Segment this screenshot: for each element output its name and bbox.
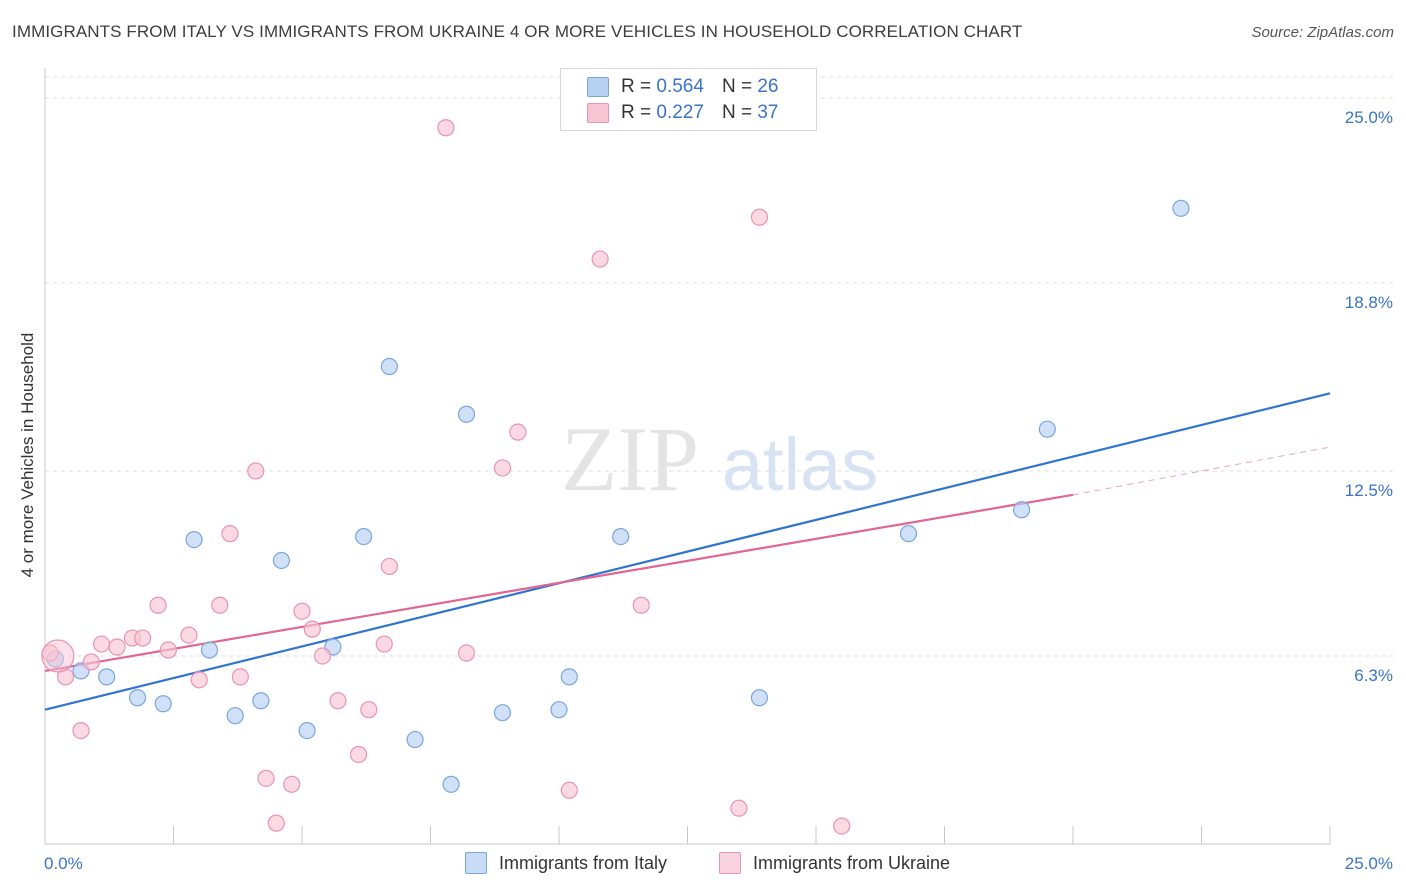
points-layer (41, 119, 1190, 835)
point-ukraine-31 (560, 781, 578, 799)
x-tick-label-1: 25.0% (1345, 854, 1393, 873)
legend-ukraine-r-value: 0.227 (656, 102, 704, 123)
trendline-ukraine (44, 493, 1074, 672)
point-italy-19 (560, 668, 578, 686)
point-italy-23 (1012, 501, 1031, 519)
point-ukraine-21 (313, 647, 332, 665)
watermark-atlas: atlas (722, 423, 878, 506)
point-ukraine-4 (92, 635, 111, 653)
grid-layer (45, 76, 1393, 657)
bottom-legend-ukraine: Immigrants from Ukraine (719, 852, 950, 874)
y-tick-label-1: 12.5% (1345, 481, 1393, 500)
legend-swatch-ukraine (587, 103, 609, 123)
point-italy-17 (493, 704, 512, 722)
point-italy-16 (457, 405, 476, 423)
point-ukraine-23 (349, 745, 368, 764)
legend-italy-r-label: R = (621, 76, 652, 97)
point-italy-8 (252, 692, 270, 710)
correlation-legend: R = 0.564 N = 26 R = 0.227 N = 37 (560, 68, 817, 131)
bottom-legend-swatch-ukraine (719, 852, 741, 874)
legend-italy-r-value: 0.564 (656, 76, 704, 97)
bottom-legend-swatch-italy (465, 852, 487, 874)
point-ukraine-30 (509, 423, 527, 441)
point-ukraine-14 (231, 668, 249, 686)
point-ukraine-25 (375, 635, 393, 653)
label-layer: 6.3% 12.5% 18.8% 25.0% 0.0% 25.0% (44, 108, 1393, 873)
y-tick-label-3: 25.0% (1345, 108, 1393, 127)
point-italy-20 (612, 528, 630, 546)
point-italy-25 (1172, 199, 1190, 217)
bottom-legend-italy: Immigrants from Italy (465, 852, 667, 874)
point-ukraine-35 (750, 208, 769, 226)
source-label: Source: ZipAtlas.com (1251, 24, 1394, 41)
legend-swatch-italy (587, 77, 609, 97)
trendline-italy (44, 392, 1331, 711)
bottom-legend-label-italy: Immigrants from Italy (499, 852, 668, 873)
point-ukraine-9 (159, 641, 177, 659)
point-italy-2 (98, 668, 116, 686)
point-italy-14 (406, 730, 424, 749)
bottom-legend-label-ukraine: Immigrants from Ukraine (753, 852, 951, 873)
point-ukraine-15 (247, 462, 265, 480)
point-ukraine-12 (211, 596, 229, 614)
point-ukraine-2 (72, 721, 90, 740)
point-ukraine-27 (437, 119, 455, 137)
point-ukraine-7 (134, 629, 152, 647)
point-italy-15 (442, 775, 460, 793)
point-italy-4 (154, 695, 172, 713)
legend-row-ukraine: R = 0.227 N = 37 (587, 100, 778, 126)
point-ukraine-26 (380, 557, 398, 576)
point-italy-21 (750, 689, 769, 707)
y-axis-title: 4 or more Vehicles in Household (18, 333, 37, 578)
watermark-zip: ZIP (561, 408, 699, 510)
point-ukraine-18 (283, 775, 301, 793)
x-tick-label-0: 0.0% (44, 854, 83, 873)
axis-layer (44, 68, 1331, 845)
point-italy-7 (226, 707, 244, 725)
point-italy-9 (272, 551, 291, 570)
point-italy-24 (1038, 420, 1056, 438)
legend-row-italy: R = 0.564 N = 26 (587, 74, 778, 100)
point-ukraine-11 (190, 671, 208, 689)
point-ukraine-5 (108, 638, 126, 656)
legend-ukraine-n-label: N = (721, 102, 753, 123)
point-ukraine-34 (730, 799, 748, 817)
y-tick-label-2: 18.8% (1345, 293, 1393, 312)
legend-ukraine-r-label: R = (621, 102, 652, 123)
y-tick-label-0: 6.3% (1354, 666, 1393, 685)
trend-layer (44, 392, 1331, 711)
point-ukraine-13 (221, 525, 239, 543)
point-ukraine-17 (267, 814, 285, 832)
point-ukraine-3 (82, 653, 100, 671)
point-ukraine-22 (329, 692, 347, 710)
point-cluster-origin (41, 639, 75, 673)
point-ukraine-8 (149, 596, 167, 614)
point-italy-10 (298, 721, 316, 740)
point-ukraine-36 (833, 817, 851, 835)
point-italy-5 (185, 530, 203, 549)
point-ukraine-24 (360, 701, 378, 719)
point-ukraine-20 (303, 620, 321, 638)
point-ukraine-19 (293, 602, 311, 620)
point-italy-3 (128, 689, 147, 707)
point-ukraine-32 (591, 250, 609, 268)
legend-italy-n-value: 26 (757, 76, 779, 97)
point-italy-18 (550, 701, 568, 719)
point-ukraine-29 (493, 459, 512, 477)
point-ukraine-28 (457, 644, 476, 662)
point-ukraine-10 (180, 626, 198, 644)
point-italy-12 (355, 528, 373, 546)
point-ukraine-16 (257, 769, 275, 787)
point-italy-22 (899, 525, 918, 543)
point-italy-6 (200, 641, 219, 659)
point-italy-13 (380, 357, 398, 376)
point-ukraine-33 (632, 596, 650, 614)
legend-ukraine-n-value: 37 (757, 102, 779, 123)
chart-title: IMMIGRANTS FROM ITALY VS IMMIGRANTS FROM… (12, 22, 1023, 41)
legend-italy-n-label: N = (721, 76, 753, 97)
